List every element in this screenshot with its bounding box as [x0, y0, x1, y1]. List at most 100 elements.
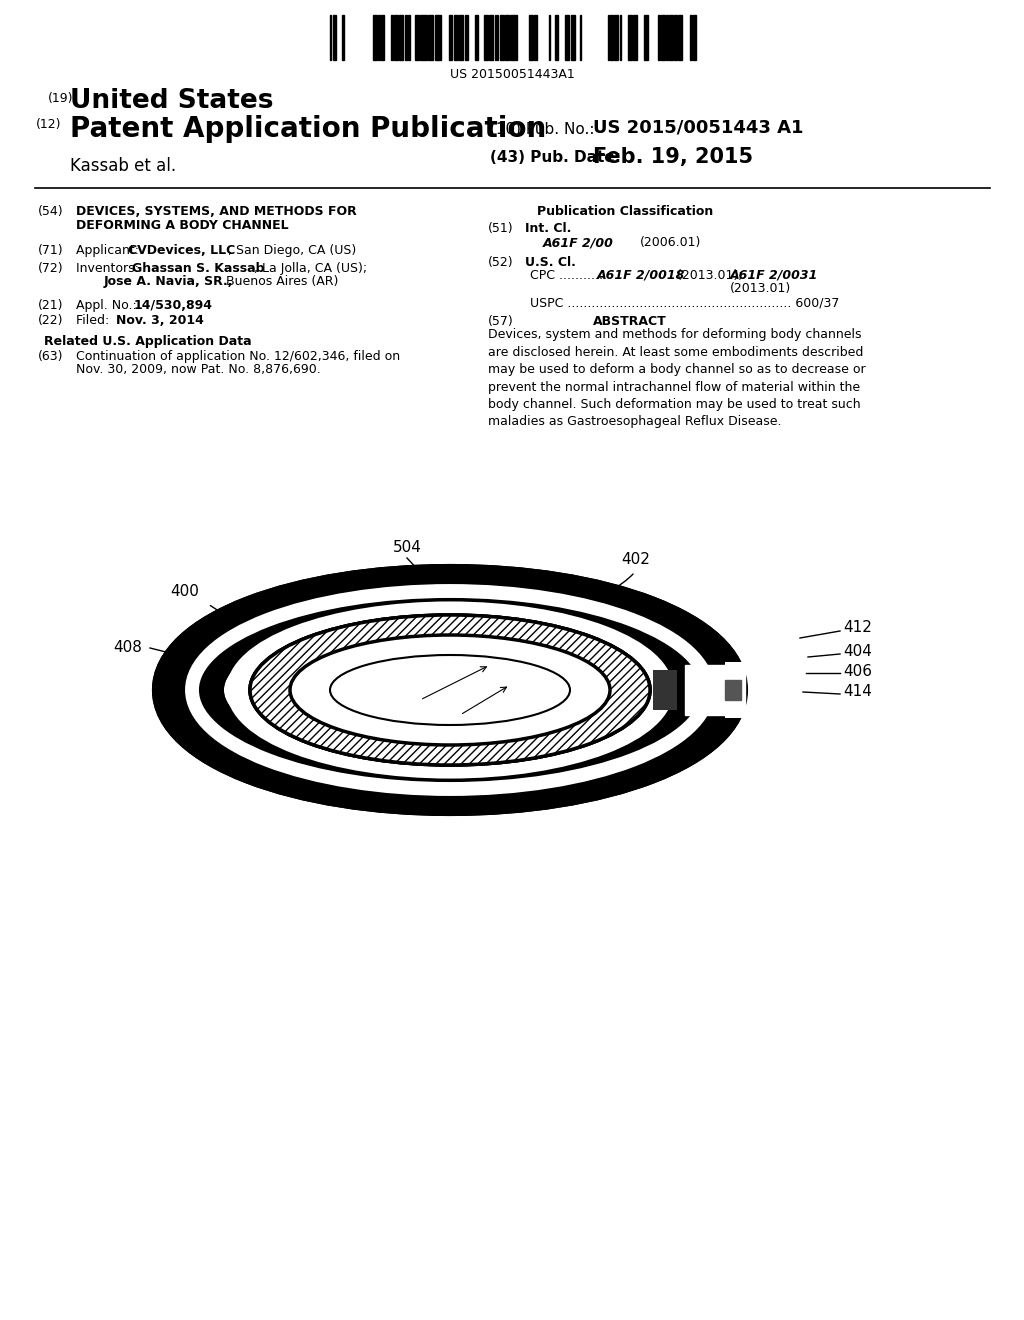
Bar: [644, 15, 648, 59]
Bar: [692, 668, 752, 711]
Bar: [607, 15, 609, 59]
Bar: [459, 15, 463, 59]
Bar: [421, 15, 425, 59]
Text: United States: United States: [70, 88, 273, 114]
Bar: [394, 15, 397, 59]
Bar: [408, 15, 411, 59]
Text: Filed:: Filed:: [76, 314, 137, 327]
Text: 408: 408: [113, 640, 142, 656]
Text: Buenos Aires (AR): Buenos Aires (AR): [222, 275, 338, 288]
Ellipse shape: [250, 615, 650, 766]
Text: DEVICES, SYSTEMS, AND METHODS FOR: DEVICES, SYSTEMS, AND METHODS FOR: [76, 205, 356, 218]
Bar: [565, 15, 569, 59]
Bar: [534, 15, 537, 59]
Text: U.S. Cl.: U.S. Cl.: [525, 256, 575, 269]
Bar: [483, 15, 487, 59]
Bar: [693, 15, 696, 59]
Bar: [678, 15, 682, 59]
Text: (43) Pub. Date:: (43) Pub. Date:: [490, 150, 621, 165]
Bar: [435, 15, 437, 59]
Bar: [725, 663, 745, 718]
Text: (22): (22): [38, 314, 63, 327]
Ellipse shape: [290, 635, 610, 744]
Bar: [391, 15, 393, 59]
Text: 14/530,894: 14/530,894: [134, 300, 213, 312]
Text: 410: 410: [223, 742, 253, 758]
Text: Feb. 19, 2015: Feb. 19, 2015: [593, 147, 753, 168]
Bar: [571, 15, 575, 59]
Text: DEFORMING A BODY CHANNEL: DEFORMING A BODY CHANNEL: [76, 219, 289, 232]
Text: (57): (57): [488, 315, 514, 327]
Text: Continuation of application No. 12/602,346, filed on: Continuation of application No. 12/602,3…: [76, 350, 400, 363]
Text: Int. Cl.: Int. Cl.: [525, 222, 571, 235]
Bar: [342, 15, 344, 59]
Text: Appl. No.:: Appl. No.:: [76, 300, 140, 312]
Text: Devices, system and methods for deforming body channels
are disclosed herein. At: Devices, system and methods for deformin…: [488, 327, 865, 429]
Text: Publication Classification: Publication Classification: [537, 205, 713, 218]
Bar: [507, 15, 509, 59]
Bar: [629, 15, 632, 59]
Bar: [614, 15, 617, 59]
Bar: [725, 680, 741, 700]
Text: (52): (52): [488, 256, 514, 269]
Bar: [438, 15, 440, 59]
Ellipse shape: [250, 615, 650, 766]
Text: 400: 400: [170, 585, 199, 599]
Bar: [373, 15, 377, 59]
Ellipse shape: [170, 582, 730, 799]
Text: 502: 502: [537, 771, 565, 785]
Ellipse shape: [330, 655, 570, 725]
Bar: [425, 15, 427, 59]
Text: USPC ........................................................ 600/37: USPC ...................................…: [530, 296, 840, 309]
Bar: [489, 15, 493, 59]
Bar: [510, 15, 514, 59]
Bar: [498, 15, 499, 59]
Text: (2006.01): (2006.01): [640, 236, 701, 249]
Text: (2013.01);: (2013.01);: [673, 269, 746, 282]
Text: US 2015/0051443 A1: US 2015/0051443 A1: [593, 117, 804, 136]
Bar: [505, 15, 507, 59]
Bar: [428, 15, 433, 59]
Text: 406: 406: [843, 664, 872, 678]
Bar: [667, 15, 669, 59]
Text: 504: 504: [392, 540, 422, 554]
Bar: [514, 15, 517, 59]
Text: Nov. 3, 2014: Nov. 3, 2014: [116, 314, 204, 327]
Text: , La Jolla, CA (US);: , La Jolla, CA (US);: [254, 261, 368, 275]
Bar: [465, 15, 468, 59]
Bar: [580, 15, 581, 59]
Bar: [399, 15, 402, 59]
Text: , San Diego, CA (US): , San Diego, CA (US): [228, 244, 356, 257]
Ellipse shape: [210, 598, 690, 781]
Text: A61F 2/00: A61F 2/00: [543, 236, 613, 249]
Bar: [404, 15, 407, 59]
Bar: [549, 15, 550, 59]
Bar: [669, 15, 673, 59]
Bar: [708, 675, 736, 705]
Text: 404: 404: [843, 644, 871, 659]
Bar: [690, 15, 692, 59]
Text: 414: 414: [843, 685, 871, 700]
Text: Jose A. Navia, SR.,: Jose A. Navia, SR.,: [104, 275, 233, 288]
Text: (12): (12): [36, 117, 61, 131]
Bar: [657, 15, 660, 59]
Bar: [415, 15, 419, 59]
Bar: [333, 15, 336, 59]
Bar: [555, 15, 558, 59]
Text: (71): (71): [38, 244, 63, 257]
Text: Ghassan S. Kassab: Ghassan S. Kassab: [132, 261, 264, 275]
Ellipse shape: [330, 655, 570, 725]
Bar: [381, 15, 384, 59]
Text: ABSTRACT: ABSTRACT: [593, 315, 667, 327]
Bar: [674, 15, 677, 59]
Bar: [474, 15, 478, 59]
Bar: [529, 15, 532, 59]
Bar: [685, 665, 745, 715]
Bar: [620, 15, 621, 59]
Text: 402: 402: [621, 553, 650, 568]
Text: (2013.01): (2013.01): [730, 282, 792, 294]
Bar: [378, 15, 380, 59]
Bar: [662, 15, 665, 59]
Text: (54): (54): [38, 205, 63, 218]
Text: (10) Pub. No.:: (10) Pub. No.:: [490, 121, 595, 137]
